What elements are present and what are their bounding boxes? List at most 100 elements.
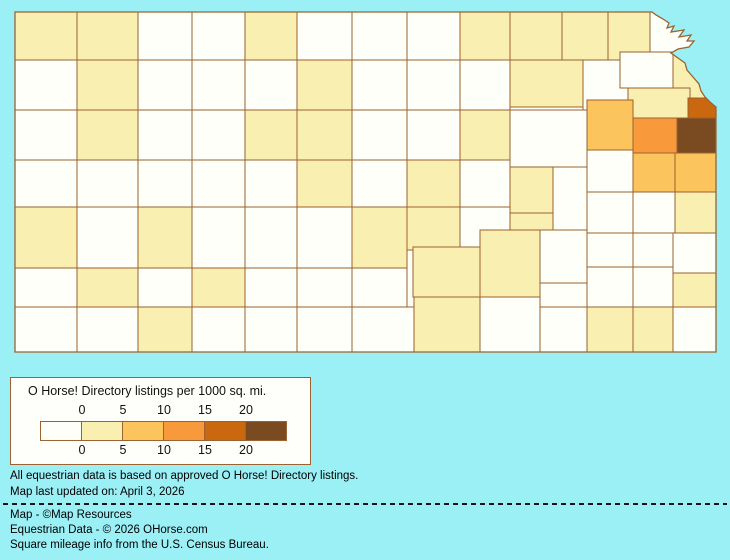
county (586, 232, 634, 268)
county (459, 109, 511, 168)
kansas-county-map (14, 11, 717, 353)
county (539, 282, 588, 308)
legend-tick-label: 0 (78, 443, 86, 457)
county (296, 12, 353, 61)
county (137, 306, 193, 352)
county (509, 166, 554, 214)
county (296, 206, 353, 269)
county (632, 306, 674, 352)
county (137, 59, 193, 111)
county (76, 206, 139, 269)
county (406, 159, 461, 208)
legend-swatch (245, 421, 287, 441)
county (586, 149, 634, 193)
county (76, 306, 139, 352)
legend-tick-label: 15 (198, 443, 212, 457)
county (586, 99, 634, 151)
county (191, 159, 246, 208)
county (15, 306, 78, 352)
county (244, 109, 298, 161)
data-source-note: All equestrian data is based on approved… (10, 470, 359, 482)
county (479, 229, 541, 298)
county (632, 232, 674, 268)
county (586, 306, 634, 352)
county (406, 12, 461, 61)
census-credit: Square mileage info from the U.S. Census… (10, 539, 269, 551)
county (413, 296, 481, 352)
county (459, 159, 511, 208)
county (76, 109, 139, 161)
county (191, 267, 246, 308)
county (672, 232, 716, 274)
county (244, 206, 298, 269)
county (296, 306, 353, 352)
county (137, 267, 193, 308)
county (296, 59, 353, 111)
county (632, 191, 676, 234)
county (76, 267, 139, 308)
legend-title: O Horse! Directory listings per 1000 sq.… (28, 384, 267, 398)
county (76, 59, 139, 111)
county (509, 12, 563, 61)
legend-ticks-top: 0 5 10 15 20 (11, 403, 310, 417)
county (479, 296, 541, 352)
county (137, 109, 193, 161)
county (632, 152, 676, 193)
county (191, 12, 246, 61)
county (15, 12, 78, 61)
county (191, 206, 246, 269)
county (676, 117, 716, 154)
county (561, 12, 609, 61)
county (674, 191, 716, 234)
county (137, 206, 193, 269)
county (296, 159, 353, 208)
county (76, 159, 139, 208)
county (672, 306, 716, 352)
county (619, 51, 674, 89)
county (412, 246, 481, 298)
county (15, 159, 78, 208)
county (351, 267, 408, 308)
county (15, 109, 78, 161)
county (459, 12, 511, 61)
county (244, 306, 298, 352)
last-updated-note: Map last updated on: April 3, 2026 (10, 486, 185, 498)
county (687, 97, 716, 119)
legend-tick-label: 10 (157, 403, 171, 417)
county (406, 206, 461, 251)
equestrian-data-credit: Equestrian Data - © 2026 OHorse.com (10, 524, 208, 536)
county (351, 12, 408, 61)
legend-tick-label: 5 (119, 443, 127, 457)
county (137, 12, 193, 61)
county (76, 12, 139, 61)
county (632, 266, 674, 308)
county (296, 109, 353, 161)
legend-swatch (163, 421, 205, 441)
county (509, 109, 588, 168)
legend: O Horse! Directory listings per 1000 sq.… (10, 377, 311, 465)
state-outline (14, 11, 717, 353)
county (586, 266, 634, 308)
legend-swatch (122, 421, 164, 441)
county (244, 159, 298, 208)
legend-swatch (81, 421, 123, 441)
dashed-separator (3, 503, 727, 505)
county (191, 109, 246, 161)
legend-swatch (204, 421, 246, 441)
legend-tick-label: 20 (239, 443, 253, 457)
county (539, 306, 588, 352)
county (137, 159, 193, 208)
county (459, 59, 511, 111)
county (552, 166, 588, 233)
county (244, 267, 298, 308)
county (296, 267, 353, 308)
county (586, 191, 634, 234)
legend-color-ramp (40, 421, 287, 441)
county (627, 87, 691, 119)
county (15, 267, 78, 308)
legend-tick-label: 10 (157, 443, 171, 457)
county (406, 109, 461, 161)
county (244, 12, 298, 61)
county (672, 272, 716, 308)
county (15, 206, 78, 269)
